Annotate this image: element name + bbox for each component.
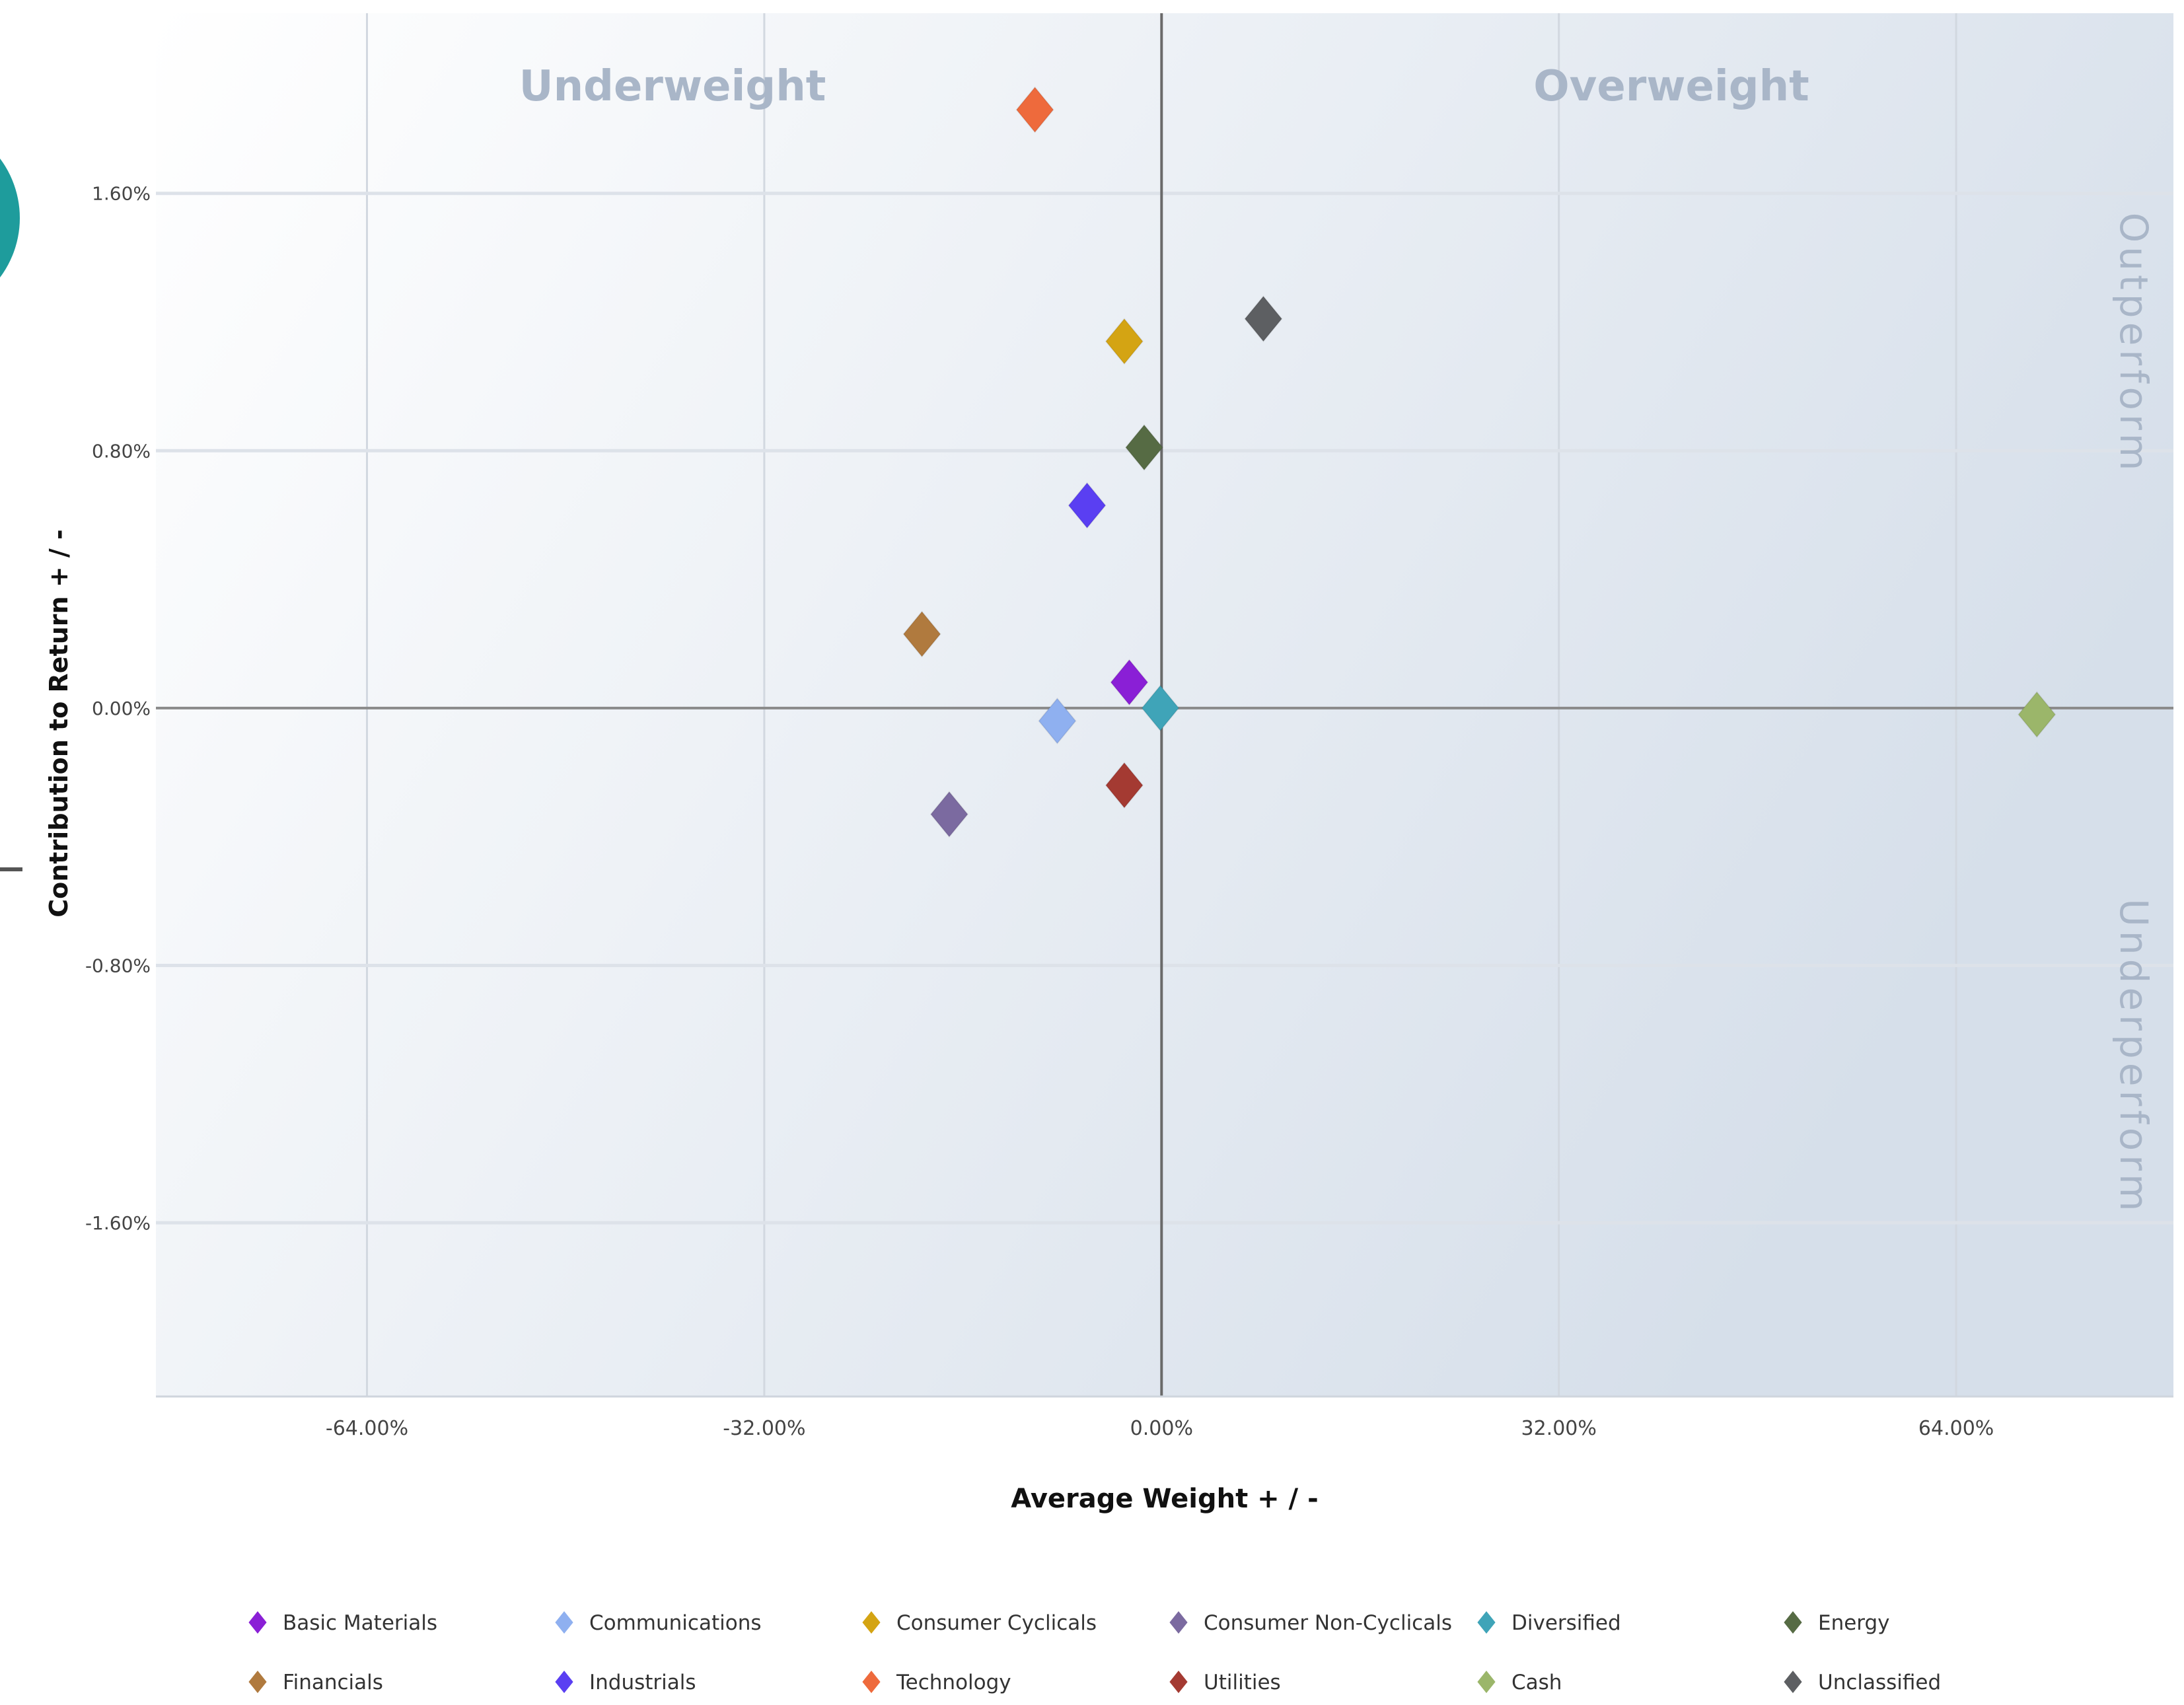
legend-marker-technology [862,1671,881,1693]
legend-marker-financials [248,1671,267,1693]
point-financials [902,610,941,658]
data-points [902,86,2057,838]
point-communications [1038,697,1077,744]
y-tick-label: 1.60% [92,183,151,205]
x-tick-label: 32.00% [1521,1417,1597,1440]
legend-marker-energy [1784,1611,1802,1634]
legend-label-consumer-non-cyclicals: Consumer Non-Cyclicals [1204,1611,1452,1635]
point-cash [2018,691,2057,739]
legend-label-diversified: Diversified [1511,1611,1621,1635]
legend-marker-cash [1477,1671,1496,1693]
legend-label-unclassified: Unclassified [1818,1671,1941,1694]
gridlines [156,13,2173,1397]
legend-label-financials: Financials [283,1671,383,1694]
point-utilities [1105,762,1144,809]
legend-label-communications: Communications [589,1611,762,1635]
legend-marker-diversified [1477,1611,1496,1634]
point-diversified [1141,684,1180,732]
teal-circle-decoration [0,159,20,277]
legend-marker-industrials [555,1671,573,1693]
quadrant-label-underperform: Underperform [2111,898,2156,1215]
legend-marker-utilities [1169,1671,1188,1693]
quadrant-label-underweight: Underweight [519,62,826,111]
legend-label-cash: Cash [1511,1671,1562,1694]
dash-decoration [0,867,22,871]
point-industrials [1068,482,1107,529]
legend-label-industrials: Industrials [589,1671,696,1694]
y-axis-title: Contribution to Return + / - [44,529,73,918]
x-axis-title: Average Weight + / - [1011,1484,1318,1514]
point-consumer-non-cyclicals [929,790,969,838]
point-technology [1015,86,1054,133]
point-unclassified [1244,295,1283,343]
legend: Basic Materials Communications Consumer Cy… [248,1611,1941,1694]
point-energy [1124,423,1164,471]
x-tick-label: 64.00% [1918,1417,1994,1440]
legend-label-energy: Energy [1818,1611,1890,1635]
point-consumer-cyclicals [1105,318,1144,365]
point-basic-materials [1110,659,1149,706]
x-tick-label: -64.00% [326,1417,408,1440]
quadrant-label-outperform: Outperform [2111,213,2156,475]
x-tick-label: -32.00% [723,1417,805,1440]
legend-marker-consumer-cyclicals [862,1611,881,1634]
legend-marker-basic-materials [248,1611,267,1634]
legend-label-utilities: Utilities [1204,1671,1281,1694]
y-tick-label: -1.60% [85,1212,151,1234]
legend-label-consumer-cyclicals: Consumer Cyclicals [896,1611,1097,1635]
legend-marker-unclassified [1784,1671,1802,1693]
legend-label-basic-materials: Basic Materials [283,1611,437,1635]
quadrant-label-overweight: Overweight [1533,62,1809,111]
tick-labels: -64.00% -32.00% 0.00% 32.00% 64.00% 1.60% 0.80… [85,183,1994,1440]
x-tick-label: 0.00% [1130,1417,1193,1440]
y-tick-label: -0.80% [85,955,151,976]
y-tick-label: 0.00% [92,698,151,719]
legend-label-technology: Technology [896,1671,1011,1694]
legend-marker-communications [555,1611,573,1634]
y-tick-label: 0.80% [92,440,151,462]
legend-marker-consumer-non-cyclicals [1169,1611,1188,1634]
